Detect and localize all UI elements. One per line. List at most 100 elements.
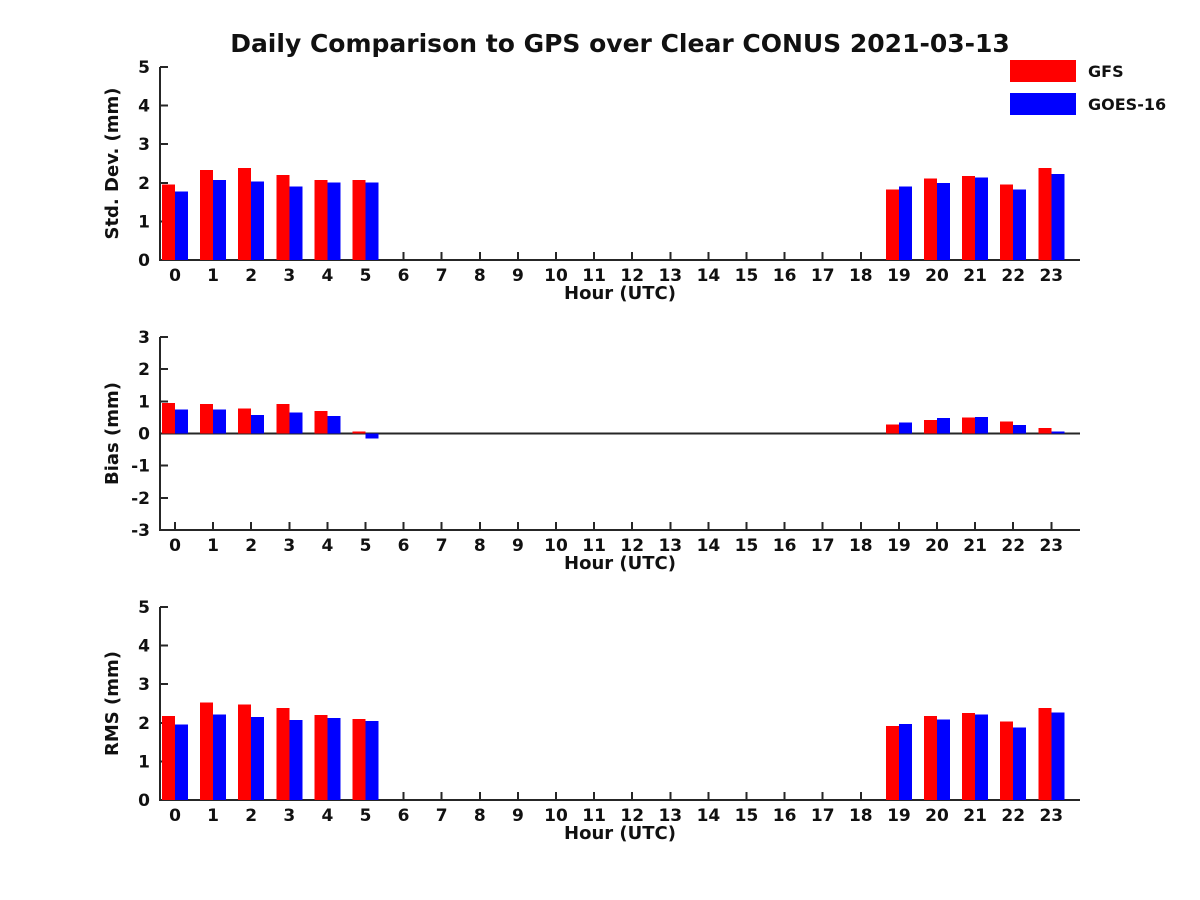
bar-goes-16-h0 xyxy=(175,409,188,434)
bar-gfs-h22 xyxy=(1000,184,1014,260)
bar-gfs-h19 xyxy=(885,189,899,260)
bar-gfs-h21 xyxy=(962,417,976,434)
x-tick-label: 18 xyxy=(849,266,873,286)
y-tick-label: -3 xyxy=(131,521,150,541)
bar-gfs-h4 xyxy=(314,715,328,800)
x-tick-label: 16 xyxy=(773,536,797,556)
bar-gfs-h20 xyxy=(924,178,937,260)
bar-gfs-h3 xyxy=(276,708,290,800)
bar-goes-16-h20 xyxy=(937,418,950,434)
x-tick-label: 18 xyxy=(849,806,873,826)
x-tick-label: 8 xyxy=(474,266,486,286)
bar-goes-16-h23 xyxy=(1051,431,1065,434)
x-tick-label: 2 xyxy=(245,536,257,556)
x-tick-label: 13 xyxy=(658,806,682,826)
x-tick-label: 10 xyxy=(544,536,568,556)
bar-goes-16-h23 xyxy=(1051,712,1065,800)
x-tick-label: 7 xyxy=(436,806,448,826)
x-tick-label: 21 xyxy=(963,266,987,286)
bar-goes-16-h22 xyxy=(1013,189,1027,260)
x-tick-label: 16 xyxy=(773,806,797,826)
x-tick-label: 23 xyxy=(1039,266,1063,286)
x-tick-label: 19 xyxy=(887,806,911,826)
bar-gfs-h1 xyxy=(200,702,214,800)
bar-gfs-h19 xyxy=(885,725,899,800)
y-tick-label: 1 xyxy=(138,212,150,232)
bar-goes-16-h19 xyxy=(898,186,912,260)
y-axis-label: RMS (mm) xyxy=(102,651,123,756)
x-tick-label: 9 xyxy=(512,806,524,826)
y-tick-label: 0 xyxy=(138,251,150,271)
x-tick-label: 7 xyxy=(436,536,448,556)
y-axis-label: Std. Dev. (mm) xyxy=(102,87,123,239)
bar-gfs-h21 xyxy=(962,175,976,260)
x-axis-label: Hour (UTC) xyxy=(564,283,676,304)
x-tick-label: 17 xyxy=(811,266,835,286)
bar-gfs-h4 xyxy=(314,410,328,434)
x-axis-label: Hour (UTC) xyxy=(564,823,676,844)
x-tick-label: 8 xyxy=(474,536,486,556)
x-tick-label: 9 xyxy=(512,266,524,286)
bar-gfs-h1 xyxy=(200,170,214,260)
y-tick-label: 1 xyxy=(138,392,150,412)
x-tick-label: 14 xyxy=(697,266,721,286)
x-tick-label: 15 xyxy=(735,266,759,286)
x-tick-label: 0 xyxy=(169,266,181,286)
x-tick-label: 12 xyxy=(620,806,644,826)
legend-swatch-goes-16 xyxy=(1010,93,1076,115)
bar-gfs-h1 xyxy=(200,404,214,434)
x-tick-label: 3 xyxy=(283,536,295,556)
x-tick-label: 7 xyxy=(436,266,448,286)
x-tick-label: 1 xyxy=(207,266,219,286)
y-tick-label: 0 xyxy=(138,425,150,445)
legend-label: GOES-16 xyxy=(1088,94,1167,114)
y-tick-label: 3 xyxy=(138,675,150,695)
x-tick-label: 13 xyxy=(658,266,682,286)
bar-goes-16-h5 xyxy=(365,182,379,260)
x-tick-label: 12 xyxy=(620,536,644,556)
x-tick-label: 4 xyxy=(321,266,333,286)
bar-goes-16-h4 xyxy=(327,182,341,260)
legend: GFS GOES-16 xyxy=(1010,60,1166,126)
bar-goes-16-h20 xyxy=(937,183,950,260)
bar-gfs-h23 xyxy=(1038,168,1052,260)
y-tick-label: 2 xyxy=(138,714,150,734)
legend-swatch-gfs xyxy=(1010,60,1076,82)
x-tick-label: 23 xyxy=(1039,806,1063,826)
x-tick-label: 22 xyxy=(1001,266,1025,286)
x-tick-label: 1 xyxy=(207,536,219,556)
y-axis-label: Bias (mm) xyxy=(102,382,123,485)
bar-goes-16-h3 xyxy=(289,720,303,800)
bar-goes-16-h2 xyxy=(251,181,265,260)
bar-goes-16-h5 xyxy=(365,433,379,439)
bar-gfs-h0 xyxy=(162,402,175,434)
x-tick-label: 4 xyxy=(321,806,333,826)
x-tick-label: 19 xyxy=(887,266,911,286)
bar-gfs-h22 xyxy=(1000,721,1014,800)
bar-gfs-h20 xyxy=(924,419,937,434)
bar-gfs-h3 xyxy=(276,404,290,434)
bar-goes-16-h21 xyxy=(975,416,989,434)
x-tick-label: 20 xyxy=(925,536,949,556)
x-tick-label: 3 xyxy=(283,806,295,826)
bar-goes-16-h3 xyxy=(289,412,303,434)
x-tick-label: 15 xyxy=(735,536,759,556)
bar-gfs-h5 xyxy=(352,431,366,434)
x-tick-label: 15 xyxy=(735,806,759,826)
bar-goes-16-h4 xyxy=(327,717,341,800)
bar-goes-16-h21 xyxy=(975,714,989,800)
y-tick-label: 2 xyxy=(138,360,150,380)
x-tick-label: 17 xyxy=(811,536,835,556)
bar-goes-16-h21 xyxy=(975,177,989,260)
x-tick-label: 23 xyxy=(1039,536,1063,556)
bar-gfs-h5 xyxy=(352,180,366,260)
bar-goes-16-h2 xyxy=(251,717,265,800)
x-tick-label: 0 xyxy=(169,806,181,826)
bar-goes-16-h1 xyxy=(213,180,227,260)
y-tick-label: 1 xyxy=(138,752,150,772)
